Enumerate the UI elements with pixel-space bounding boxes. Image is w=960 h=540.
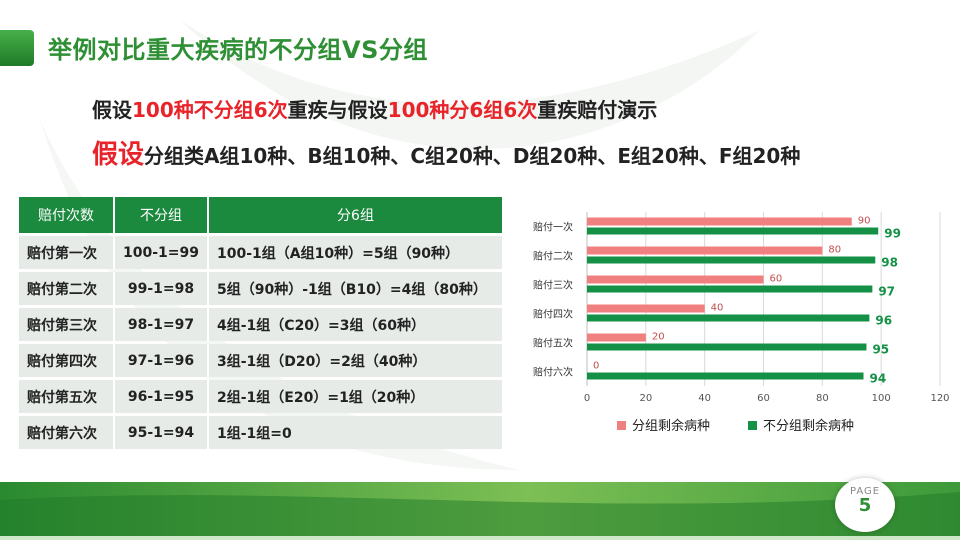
page-number: 5 xyxy=(858,495,872,516)
bar-ungrouped xyxy=(587,343,867,351)
table-cell: 1组-1组=0 xyxy=(209,416,502,449)
table-row: 赔付第一次 100-1=99 100-1组（A组10种）=5组（90种） xyxy=(19,236,502,269)
x-tick-label: 60 xyxy=(757,393,770,404)
line2-rest: 分组类A组10种、B组10种、C组20种、D组20种、E组20种、F组20种 xyxy=(144,144,801,168)
y-category-label: 赔付五次 xyxy=(533,337,573,350)
x-tick-label: 20 xyxy=(639,393,652,404)
data-label-grouped: 80 xyxy=(828,245,841,256)
table-row: 赔付第二次 99-1=98 5组（90种）-1组（B10）=4组（80种） xyxy=(19,272,502,305)
y-category-label: 赔付三次 xyxy=(533,279,573,292)
line2-highlight: 假设 xyxy=(92,140,145,170)
x-tick-label: 40 xyxy=(698,393,711,404)
table-cell: 赔付第五次 xyxy=(19,380,115,413)
header-cell: 分6组 xyxy=(209,197,502,233)
data-label-ungrouped: 96 xyxy=(875,314,892,328)
data-label-grouped: 90 xyxy=(858,216,871,227)
bar-ungrouped xyxy=(587,372,864,380)
y-category-label: 赔付六次 xyxy=(533,366,573,379)
bar-ungrouped xyxy=(587,227,879,235)
data-label-grouped: 20 xyxy=(652,332,665,343)
table-cell: 99-1=98 xyxy=(115,272,209,305)
data-label-ungrouped: 98 xyxy=(881,256,898,270)
line1-part1: 假设 xyxy=(92,98,132,122)
table-cell: 95-1=94 xyxy=(115,416,209,449)
x-tick-label: 0 xyxy=(584,393,590,404)
page-label: PAGE xyxy=(849,486,881,497)
claims-table: 赔付次数 不分组 分6组 赔付第一次 100-1=99 100-1组（A组10种… xyxy=(19,194,502,452)
line1-part4: 100种分6组6次 xyxy=(387,98,538,122)
legend-swatch-ungrouped xyxy=(748,421,757,430)
bar-grouped xyxy=(587,275,764,284)
line1-part3: 重疾与假设 xyxy=(287,98,388,122)
y-category-label: 赔付一次 xyxy=(533,221,573,234)
bar-ungrouped xyxy=(587,285,873,293)
data-label-grouped: 40 xyxy=(711,303,724,314)
y-category-label: 赔付四次 xyxy=(533,308,573,321)
data-label-ungrouped: 97 xyxy=(878,285,895,299)
table-row: 赔付第六次 95-1=94 1组-1组=0 xyxy=(19,416,502,449)
table-cell: 赔付第三次 xyxy=(19,308,115,341)
bar-grouped xyxy=(587,217,852,226)
x-tick-label: 100 xyxy=(872,393,891,404)
line1-part5: 重疾赔付演示 xyxy=(537,98,658,122)
data-label-grouped: 60 xyxy=(770,274,783,285)
page-indicator: PAGE 5 xyxy=(835,478,895,532)
table-cell: 赔付第六次 xyxy=(19,416,115,449)
table-cell: 赔付第一次 xyxy=(19,236,115,269)
y-category-label: 赔付二次 xyxy=(533,250,573,263)
bar-grouped xyxy=(587,246,823,255)
header-cell: 不分组 xyxy=(115,197,209,233)
table-cell: 97-1=96 xyxy=(115,344,209,377)
data-label-ungrouped: 94 xyxy=(870,372,887,386)
legend-label-grouped: 分组剩余病种 xyxy=(632,418,710,434)
data-label-grouped: 0 xyxy=(593,361,599,372)
bar-grouped xyxy=(587,304,705,313)
legend-swatch-grouped xyxy=(617,421,626,430)
table-cell: 2组-1组（E20）=1组（20种） xyxy=(209,380,502,413)
table-row: 赔付第四次 97-1=96 3组-1组（D20）=2组（40种） xyxy=(19,344,502,377)
footer-green-band xyxy=(0,482,960,540)
bar-ungrouped xyxy=(587,256,876,264)
table-cell: 5组（90种）-1组（B10）=4组（80种） xyxy=(209,272,502,305)
table-row: 赔付第三次 98-1=97 4组-1组（C20）=3组（60种） xyxy=(19,308,502,341)
table-cell: 3组-1组（D20）=2组（40种） xyxy=(209,344,502,377)
table-cell: 100-1=99 xyxy=(115,236,209,269)
table-cell: 4组-1组（C20）=3组（60种） xyxy=(209,308,502,341)
remaining-diseases-bar-chart: 0 20 40 60 80 100 120 赔付一次 90 99 赔付二次 80 98 赔付三次 60 97 赔… xyxy=(533,212,950,434)
slide-title: 举例对比重大疾病的不分组VS分组 xyxy=(48,36,428,64)
bar-grouped xyxy=(587,333,646,342)
title-accent-tab xyxy=(0,30,34,66)
legend-label-ungrouped: 不分组剩余病种 xyxy=(763,418,854,434)
table-row: 赔付第五次 96-1=95 2组-1组（E20）=1组（20种） xyxy=(19,380,502,413)
bar-ungrouped xyxy=(587,314,870,322)
line1-part2: 100种不分组6次 xyxy=(132,98,288,122)
x-tick-label: 120 xyxy=(930,393,949,404)
data-label-ungrouped: 99 xyxy=(884,227,901,241)
table-cell: 100-1组（A组10种）=5组（90种） xyxy=(209,236,502,269)
table-cell: 98-1=97 xyxy=(115,308,209,341)
table-cell: 赔付第四次 xyxy=(19,344,115,377)
assumption-line-2: 假设分组类A组10种、B组10种、C组20种、D组20种、E组20种、F组20种 xyxy=(92,134,800,171)
table-cell: 96-1=95 xyxy=(115,380,209,413)
table-header-row: 赔付次数 不分组 分6组 xyxy=(19,197,502,233)
x-tick-label: 80 xyxy=(816,393,829,404)
header-cell: 赔付次数 xyxy=(19,197,115,233)
table-cell: 赔付第二次 xyxy=(19,272,115,305)
data-label-ungrouped: 95 xyxy=(872,343,889,357)
assumption-line-1: 假设100种不分组6次重疾与假设100种分6组6次重疾赔付演示 xyxy=(92,94,657,123)
